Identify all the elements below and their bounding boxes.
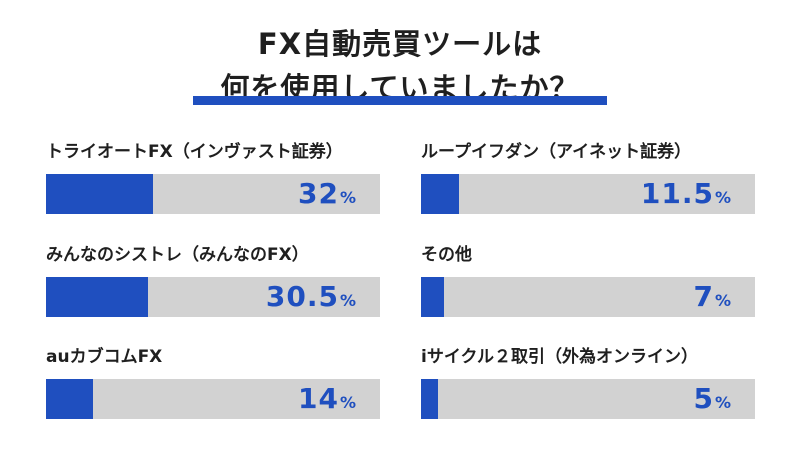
- value-number: 7: [693, 280, 714, 313]
- bar-item: iサイクル２取引（外為オンライン） 5%: [421, 345, 755, 419]
- value-number: 30.5: [265, 280, 339, 313]
- bar-track: [46, 379, 380, 419]
- value-label: 7%: [693, 277, 731, 317]
- bar-track: [421, 379, 755, 419]
- value-number: 11.5: [640, 177, 714, 210]
- bar: [421, 174, 460, 214]
- value-label: 30.5%: [266, 277, 356, 317]
- category-label: ループイフダン（アイネット証券）: [421, 142, 692, 162]
- bar-item: その他 7%: [421, 243, 755, 317]
- title-underline: [193, 96, 607, 105]
- bar: [421, 277, 445, 317]
- title-line-1: FX自動売買ツールは: [257, 27, 543, 61]
- bar: [46, 379, 93, 419]
- value-number: 5: [693, 382, 714, 415]
- bar-item: トライオートFX（インヴァスト証券） 32%: [46, 140, 380, 214]
- bar-track: [46, 174, 380, 214]
- bar: [46, 277, 148, 317]
- bar-item: auカブコムFX 14%: [46, 345, 380, 419]
- category-label: iサイクル２取引（外為オンライン）: [421, 347, 698, 367]
- percent-sign: %: [339, 188, 356, 207]
- bar: [421, 379, 438, 419]
- percent-sign: %: [714, 291, 731, 310]
- bar-item: みんなのシストレ（みんなのFX） 30.5%: [46, 243, 380, 317]
- value-number: 32: [298, 177, 339, 210]
- value-label: 14%: [298, 379, 356, 419]
- bar-track: [421, 277, 755, 317]
- percent-sign: %: [714, 393, 731, 412]
- value-label: 11.5%: [641, 174, 731, 214]
- value-label: 32%: [298, 174, 356, 214]
- percent-sign: %: [339, 291, 356, 310]
- category-label: みんなのシストレ（みんなのFX）: [46, 245, 309, 265]
- bar-item: ループイフダン（アイネット証券） 11.5%: [421, 140, 755, 214]
- category-label: auカブコムFX: [46, 347, 163, 367]
- category-label: トライオートFX（インヴァスト証券）: [46, 142, 343, 162]
- category-label: その他: [421, 245, 472, 265]
- bar: [46, 174, 153, 214]
- percent-sign: %: [714, 188, 731, 207]
- value-label: 5%: [693, 379, 731, 419]
- percent-sign: %: [339, 393, 356, 412]
- bar-track: [46, 277, 380, 317]
- bar-track: [421, 174, 755, 214]
- value-number: 14: [298, 382, 339, 415]
